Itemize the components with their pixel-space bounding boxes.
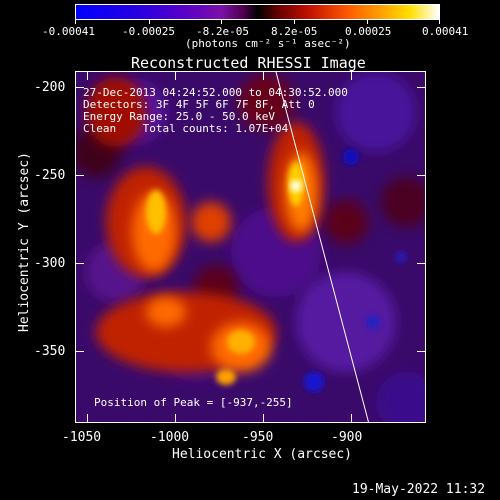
x-axis-title: Heliocentric X (arcsec) <box>172 447 353 462</box>
colorbar-label-2: -0.00025 <box>122 25 175 38</box>
solar-limb-line <box>275 72 369 422</box>
y-tick-label: -350 <box>34 344 66 359</box>
annotation-detectors: Detectors: 3F 4F 5F 6F 7F 8F, Att 0 <box>83 98 315 111</box>
colorbar <box>75 4 440 20</box>
annotation-time: 27-Dec-2013 04:24:52.000 to 04:30:52.000 <box>83 86 348 99</box>
y-tick-label: -250 <box>34 168 66 183</box>
y-tick-label: -300 <box>34 256 66 271</box>
heatmap-image <box>76 72 425 422</box>
colorbar-label-1: -0.00041 <box>42 25 95 38</box>
x-tick-label: -900 <box>331 430 363 445</box>
colorbar-label-6: 0.00041 <box>422 25 469 38</box>
colorbar-label-4: 8.2e-05 <box>271 25 318 38</box>
y-tick-label: -200 <box>34 80 66 95</box>
y-axis-title: Heliocentric Y (arcsec) <box>17 151 32 332</box>
colorbar-ticks <box>75 20 440 24</box>
annotation-peak: Position of Peak = [-937,-255] <box>94 396 293 409</box>
plot-title: Reconstructed RHESSI Image <box>131 54 366 72</box>
footer-timestamp: 19-May-2022 11:32 <box>352 482 486 497</box>
x-tick-label: -1000 <box>150 430 190 445</box>
x-tick-label: -950 <box>242 430 274 445</box>
x-tick-label: -1050 <box>62 430 102 445</box>
annotation-energy: Energy Range: 25.0 - 50.0 keV <box>83 110 276 123</box>
heatmap-frame: 27-Dec-2013 04:24:52.000 to 04:30:52.000… <box>75 71 426 423</box>
colorbar-label-5: 0.00025 <box>345 25 392 38</box>
colorbar-units: (photons cm⁻² s⁻¹ asec⁻²) <box>185 37 351 50</box>
annotation-clean: Clean Total counts: 1.07E+04 <box>83 122 289 135</box>
colorbar-gradient <box>76 5 439 19</box>
colorbar-label-3: -8.2e-05 <box>196 25 249 38</box>
